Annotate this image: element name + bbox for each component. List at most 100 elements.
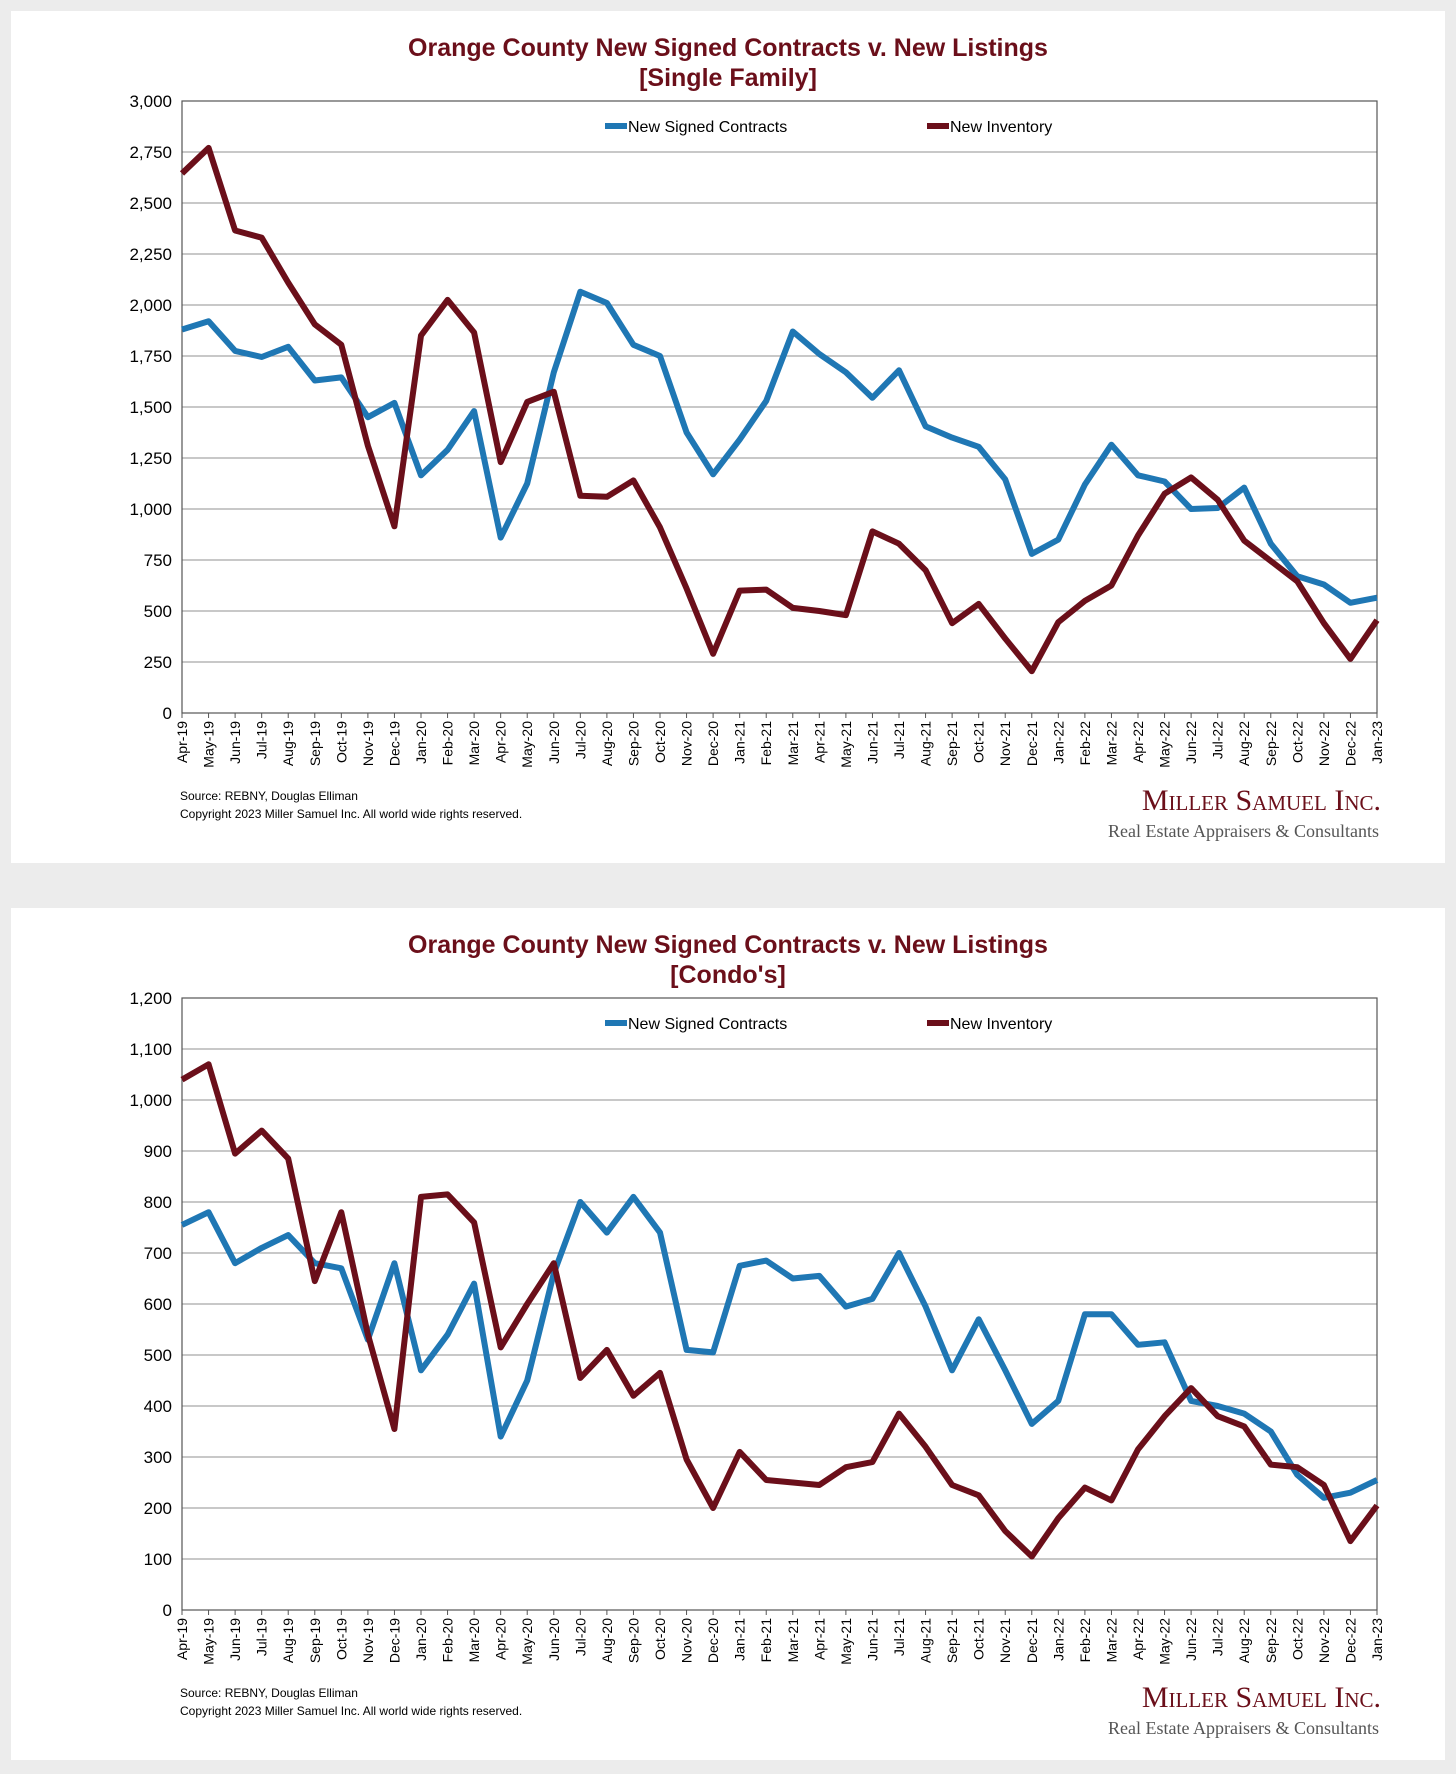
x-tick-label: Mar-20 — [466, 1618, 482, 1663]
x-tick-label: Dec-21 — [1024, 1618, 1040, 1663]
y-tick-label: 2,750 — [129, 143, 172, 162]
x-tick-label: Jan-23 — [1369, 1618, 1385, 1661]
y-tick-label: 600 — [144, 1295, 172, 1314]
x-tick-label: Feb-22 — [1077, 721, 1093, 766]
y-tick-label: 250 — [144, 653, 172, 672]
x-tick-label: Feb-20 — [440, 721, 456, 766]
legend-label: New Signed Contracts — [628, 119, 787, 136]
x-tick-label: Jul-21 — [891, 721, 907, 759]
x-tick-label: Oct-21 — [971, 721, 987, 763]
company-tagline: Real Estate Appraisers & Consultants — [1108, 1718, 1379, 1738]
x-tick-label: Sep-19 — [307, 721, 323, 766]
plot-area-border — [181, 997, 1378, 1611]
x-tick-label: Jan-21 — [732, 1618, 748, 1661]
x-tick-label: Nov-20 — [679, 1618, 695, 1663]
x-tick-label: Apr-21 — [811, 1618, 827, 1660]
x-tick-label: Apr-20 — [493, 1618, 509, 1660]
x-tick-label: Dec-22 — [1342, 721, 1358, 766]
chart-title: Orange County New Signed Contracts v. Ne… — [408, 34, 1048, 62]
x-tick-label: Oct-20 — [652, 1618, 668, 1660]
x-tick-label: Jun-19 — [227, 1618, 243, 1661]
x-tick-label: Jul-19 — [254, 721, 270, 759]
x-tick-label: Jan-21 — [732, 721, 748, 764]
y-tick-label: 1,250 — [129, 449, 172, 468]
x-tick-label: Dec-21 — [1024, 721, 1040, 766]
series-line-new-signed-contracts — [180, 1193, 1379, 1501]
x-tick-label: Nov-20 — [679, 721, 695, 766]
y-tick-label: 0 — [163, 1601, 172, 1620]
y-tick-label: 200 — [144, 1499, 172, 1518]
y-tick-label: 700 — [144, 1244, 172, 1263]
x-tick-label: Jan-23 — [1369, 721, 1385, 764]
x-tick-label: Dec-22 — [1342, 1618, 1358, 1663]
x-tick-label: Feb-21 — [758, 1618, 774, 1663]
series-line-new-inventory — [179, 144, 1380, 675]
x-tick-label: Jul-19 — [254, 1618, 270, 1656]
x-tick-label: Jun-22 — [1183, 1618, 1199, 1661]
x-tick-label: Mar-20 — [466, 721, 482, 766]
series-line-new-signed-contracts — [181, 288, 1378, 606]
x-tick-label: Sep-22 — [1263, 1618, 1279, 1663]
x-tick-label: Mar-22 — [1103, 721, 1119, 766]
y-tick-label: 1,500 — [129, 398, 172, 417]
x-tick-label: Aug-21 — [918, 721, 934, 766]
x-tick-label: Aug-22 — [1236, 1618, 1252, 1663]
x-tick-label: Nov-19 — [360, 1618, 376, 1663]
x-tick-label: Jun-19 — [227, 721, 243, 764]
plot-area-border — [181, 100, 1378, 714]
x-tick-label: May-22 — [1157, 721, 1173, 768]
chart-subtitle: [Single Family] — [639, 64, 817, 92]
x-tick-label: Oct-19 — [333, 1618, 349, 1660]
y-tick-label: 1,100 — [129, 1040, 172, 1059]
x-tick-label: Nov-21 — [997, 1618, 1013, 1663]
x-tick-label: Nov-22 — [1316, 721, 1332, 766]
y-tick-label: 400 — [144, 1397, 172, 1416]
x-tick-label: May-19 — [201, 1618, 217, 1665]
company-logo: Miller Samuel Inc. — [1142, 784, 1381, 817]
y-tick-label: 800 — [144, 1193, 172, 1212]
x-tick-label: Apr-21 — [811, 721, 827, 763]
x-tick-label: Jul-20 — [572, 1618, 588, 1656]
copyright-note: Copyright 2023 Miller Samuel Inc. All wo… — [180, 807, 522, 821]
chart-svg: Orange County New Signed Contracts v. Ne… — [129, 931, 1385, 1738]
y-tick-label: 500 — [144, 1346, 172, 1365]
x-tick-label: May-21 — [838, 1618, 854, 1665]
company-logo: Miller Samuel Inc. — [1142, 1681, 1381, 1714]
x-tick-label: Oct-20 — [652, 721, 668, 763]
x-tick-label: Jun-20 — [546, 721, 562, 764]
x-tick-label: Dec-19 — [386, 721, 402, 766]
x-tick-label: Jun-21 — [864, 721, 880, 764]
x-tick-label: Oct-19 — [333, 721, 349, 763]
x-tick-label: Jul-22 — [1210, 1618, 1226, 1656]
y-tick-label: 100 — [144, 1550, 172, 1569]
x-tick-label: Feb-22 — [1077, 1618, 1093, 1663]
chart-svg: Orange County New Signed Contracts v. Ne… — [129, 34, 1385, 841]
x-tick-label: Sep-19 — [307, 1618, 323, 1663]
x-tick-label: Apr-19 — [174, 721, 190, 763]
x-tick-label: Jan-20 — [413, 1618, 429, 1661]
y-tick-label: 1,000 — [129, 1091, 172, 1110]
x-tick-label: Jul-20 — [572, 721, 588, 759]
x-tick-label: Nov-19 — [360, 721, 376, 766]
x-tick-label: Feb-21 — [758, 721, 774, 766]
y-tick-label: 2,000 — [129, 296, 172, 315]
x-tick-label: Sep-20 — [625, 721, 641, 766]
y-tick-label: 500 — [144, 602, 172, 621]
x-tick-label: Apr-22 — [1130, 721, 1146, 763]
y-tick-label: 900 — [144, 1142, 172, 1161]
x-tick-label: Aug-19 — [280, 1618, 296, 1663]
x-tick-label: Sep-21 — [944, 1618, 960, 1663]
x-tick-label: Feb-20 — [440, 1618, 456, 1663]
condo-chart-panel: Orange County New Signed Contracts v. Ne… — [11, 908, 1445, 1760]
x-tick-label: Aug-20 — [599, 1618, 615, 1663]
x-tick-label: Dec-19 — [386, 1618, 402, 1663]
x-tick-label: Jan-20 — [413, 721, 429, 764]
x-tick-label: Jul-21 — [891, 1618, 907, 1656]
y-tick-label: 1,000 — [129, 500, 172, 519]
x-tick-label: Jun-22 — [1183, 721, 1199, 764]
x-tick-label: Oct-22 — [1289, 721, 1305, 763]
source-note: Source: REBNY, Douglas Elliman — [180, 789, 358, 803]
x-tick-label: Aug-20 — [599, 721, 615, 766]
x-tick-label: Jun-20 — [546, 1618, 562, 1661]
x-tick-label: Mar-21 — [785, 721, 801, 766]
